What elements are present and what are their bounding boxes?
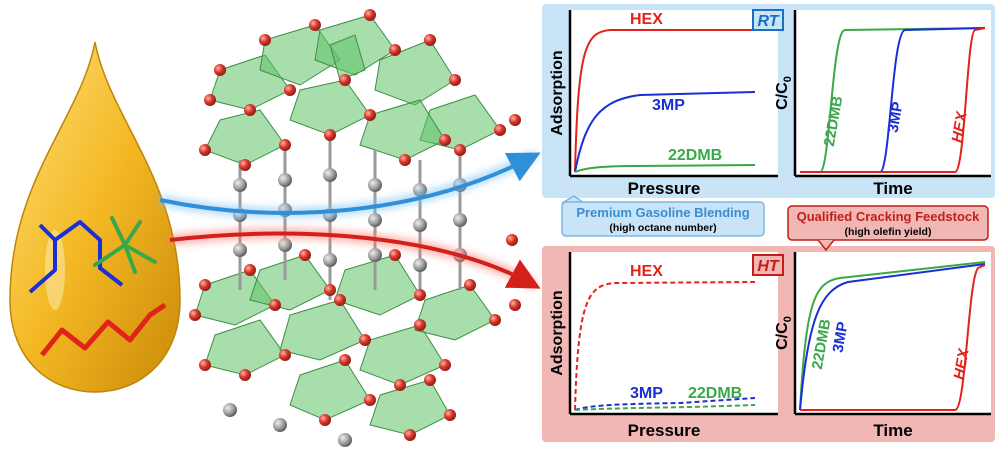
- ht-iso-22dmb-label: 22DMB: [688, 385, 742, 402]
- ht-bt-ylabel: C/C0: [774, 316, 794, 350]
- rt-bt-xlabel: Time: [873, 179, 912, 198]
- molecule-droplet-icon: [9, 41, 181, 393]
- svg-text:(high octane number): (high octane number): [609, 222, 716, 234]
- rt-bt-3mp-label: 3MP: [885, 101, 907, 134]
- hex-molecule-icon: [40, 302, 167, 357]
- rt-bt-hex-label: HEX: [949, 110, 971, 144]
- ht-iso-xlabel: Pressure: [628, 421, 701, 440]
- red-arrow-icon: [169, 228, 541, 290]
- svg-text:Premium Gasoline Blending: Premium Gasoline Blending: [576, 205, 749, 220]
- rt-breakthrough-plot: 22DMB 3MP HEX C/C0 Time: [774, 10, 991, 198]
- rt-iso-22dmb-label: 22DMB: [668, 147, 722, 164]
- rt-bt-ylabel: C/C0: [774, 76, 794, 110]
- rt-tag: RT: [752, 9, 784, 31]
- rt-callout: Premium Gasoline Blending (high octane n…: [561, 195, 765, 237]
- ht-bt-xlabel: Time: [873, 421, 912, 440]
- svg-text:Qualified Cracking Feedstock: Qualified Cracking Feedstock: [797, 209, 981, 224]
- ht-iso-hex-label: HEX: [630, 263, 663, 280]
- dmb22-molecule-icon: [93, 216, 157, 274]
- ht-tag: HT: [752, 254, 784, 276]
- ht-iso-ylabel: Adsorption: [549, 290, 566, 375]
- rt-iso-3mp-label: 3MP: [652, 97, 685, 114]
- rt-iso-ylabel: Adsorption: [549, 50, 566, 135]
- ht-callout: Qualified Cracking Feedstock (high olefi…: [787, 205, 989, 252]
- ht-breakthrough-plot: 22DMB 3MP HEX C/C0 Time: [774, 252, 991, 440]
- ht-iso-3mp-label: 3MP: [630, 385, 663, 402]
- ht-isotherm-plot: HEX 3MP 22DMB Adsorption Pressure: [549, 252, 778, 440]
- svg-text:(high olefin yield): (high olefin yield): [845, 226, 932, 238]
- ht-bt-3mp-label: 3MP: [830, 321, 852, 354]
- svg-text:HT: HT: [757, 258, 780, 275]
- rt-iso-hex-label: HEX: [630, 11, 663, 28]
- rt-isotherm-plot: HEX 3MP 22DMB Adsorption Pressure: [549, 10, 778, 198]
- svg-text:RT: RT: [757, 13, 779, 30]
- ht-bt-hex-label: HEX: [951, 347, 973, 381]
- mof-framework-icon: [189, 9, 521, 447]
- rt-iso-xlabel: Pressure: [628, 179, 701, 198]
- mp3-molecule-icon: [28, 220, 124, 294]
- blue-arrow-icon: [158, 150, 541, 218]
